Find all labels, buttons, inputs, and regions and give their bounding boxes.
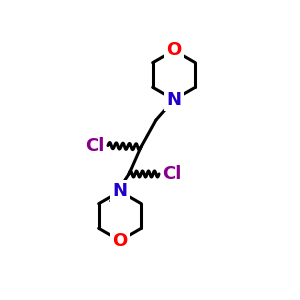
Text: O: O [112,232,128,250]
Text: Cl: Cl [163,165,182,183]
Text: N: N [112,182,128,200]
Text: O: O [167,41,182,59]
Text: N: N [167,91,182,109]
Text: Cl: Cl [85,136,104,154]
